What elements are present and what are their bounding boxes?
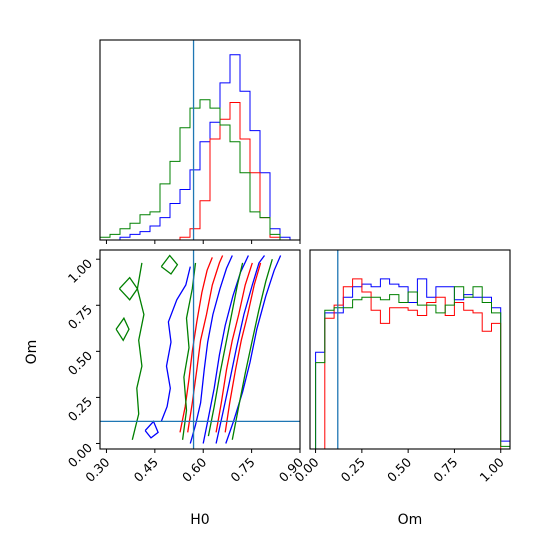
- contour-series_c-1: [207, 262, 244, 437]
- contour-series_a-0: [189, 255, 233, 444]
- x-axis-label-h0: H0: [190, 512, 209, 528]
- contour-series_a-5: [144, 420, 159, 439]
- xtick-label-h0-0.60: 0.60: [179, 454, 209, 484]
- xtick-label-om-0.50: 0.50: [384, 454, 414, 484]
- xtick-label-h0-0.30: 0.30: [82, 454, 112, 484]
- contour-series_a-1: [202, 255, 249, 444]
- xtick-label-om-0.75: 0.75: [430, 455, 460, 485]
- x-axis-label-om: Om: [398, 512, 423, 528]
- xtick-label-h0-0.75: 0.75: [227, 455, 257, 485]
- om-histogram-series_b: [315, 278, 510, 450]
- ytick-label-om-0.50: 0.50: [65, 348, 95, 378]
- y-axis-label-om: Om: [24, 340, 40, 365]
- h0-histogram-series_c: [99, 99, 300, 241]
- om-histogram-panel: 0.00 0.25 0.50 0.75 1.00: [291, 249, 511, 485]
- contour-frame: [99, 249, 301, 450]
- xtick-label-om-1.00: 1.00: [477, 454, 507, 484]
- contour-series_c-4: [115, 316, 130, 342]
- om-histogram-series_c: [315, 286, 511, 449]
- om-histogram-frame: [309, 249, 511, 450]
- contour-series_a-2: [215, 255, 266, 444]
- contour-series_a-3: [225, 255, 282, 444]
- contour-lines: [115, 254, 282, 444]
- xtick-label-om-0.25: 0.25: [338, 455, 368, 485]
- contour-series_c-2: [231, 259, 273, 440]
- contour-series_c-3: [131, 262, 145, 440]
- h0-histogram-panel: [99, 39, 301, 244]
- contour-series_b-2: [215, 262, 253, 433]
- h0-om-contour-panel: 0.30 0.45 0.60 0.75 0.900.000.250.500.751.00: [65, 249, 306, 485]
- om-histogram-series_a: [315, 278, 511, 449]
- xtick-label-h0-0.45: 0.45: [131, 455, 161, 485]
- contour-series_c-6: [160, 254, 179, 275]
- contour-series_a-4: [160, 266, 191, 422]
- contour-series_c-0: [181, 262, 197, 440]
- h0-histogram-series_a: [100, 54, 300, 241]
- contour-series_b-3: [224, 262, 262, 433]
- ytick-label-om-1.00: 1.00: [65, 256, 95, 286]
- contour-series_c-5: [118, 276, 139, 301]
- h0-histogram-frame: [99, 39, 301, 241]
- ytick-label-om-0.75: 0.75: [65, 302, 95, 332]
- ytick-label-om-0.25: 0.25: [65, 394, 95, 424]
